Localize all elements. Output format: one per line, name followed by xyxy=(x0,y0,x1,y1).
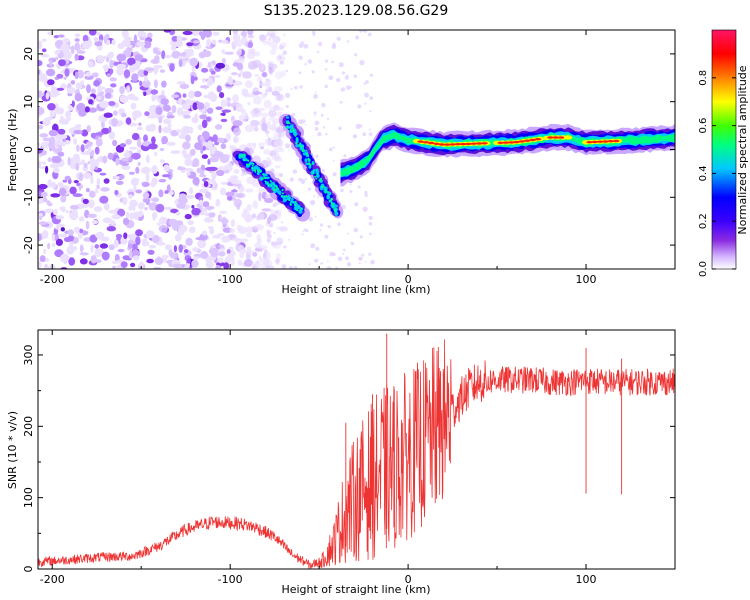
x-tick-label: -100 xyxy=(218,273,243,286)
noise-blobs xyxy=(38,30,375,269)
snr-line xyxy=(38,339,675,569)
y-tick-label: 20 xyxy=(22,47,35,61)
colorbar: 0.0 0.2 0.4 0.6 0.8 Normalized spectral ampl… xyxy=(698,29,749,277)
spectrogram-plot xyxy=(38,30,675,269)
y-tick-label: -10 xyxy=(22,188,35,206)
snr-frame xyxy=(37,329,676,570)
spectrogram-xlabel: Height of straight line (km) xyxy=(281,283,430,296)
x-tick-label: 100 xyxy=(576,273,597,286)
main-signal-band xyxy=(340,122,675,187)
y-tick-label: -20 xyxy=(22,236,35,254)
x-tick-label: 0 xyxy=(405,573,412,586)
snr-plot xyxy=(38,333,675,569)
colorbar-ticks: 0.0 0.2 0.4 0.6 0.8 xyxy=(698,70,736,277)
colorbar-tick-label: 0.2 xyxy=(698,213,709,229)
colorbar-tick-label: 0.0 xyxy=(698,261,709,277)
colorbar-tick-label: 0.8 xyxy=(698,70,709,86)
band-peaks xyxy=(413,135,623,147)
tilted-track-1 xyxy=(232,148,311,222)
snr-panel: -200 -100 0 100 0 100 200 300 Height of straigh… xyxy=(6,329,676,596)
x-tick-label: -100 xyxy=(218,573,243,586)
y-tick-label: 200 xyxy=(22,416,35,437)
snr-axes: -200 -100 0 100 0 100 200 300 xyxy=(22,330,676,586)
y-tick-label: 100 xyxy=(22,487,35,508)
y-tick-label: 300 xyxy=(22,344,35,365)
tilted-track-2 xyxy=(279,113,344,219)
snr-ylabel: SNR (10 * v/v) xyxy=(6,411,19,489)
y-tick-label: 0 xyxy=(22,566,35,573)
y-tick-label: 0 xyxy=(22,146,35,153)
x-tick-label: 100 xyxy=(576,573,597,586)
spectrogram-ylabel: Frequency (Hz) xyxy=(6,109,19,192)
figure-title: S135.2023.129.08.56.G29 xyxy=(264,3,449,19)
colorbar-gradient xyxy=(711,29,737,270)
colorbar-tick-label: 0.6 xyxy=(698,118,709,134)
snr-xlabel: Height of straight line (km) xyxy=(281,583,430,596)
y-tick-label: 10 xyxy=(22,95,35,109)
x-tick-label: -200 xyxy=(40,273,65,286)
colorbar-label: Normalized spectral amplitude xyxy=(736,65,749,234)
x-tick-label: -200 xyxy=(40,573,65,586)
x-tick-label: 0 xyxy=(405,273,412,286)
colorbar-tick-label: 0.4 xyxy=(698,165,709,181)
